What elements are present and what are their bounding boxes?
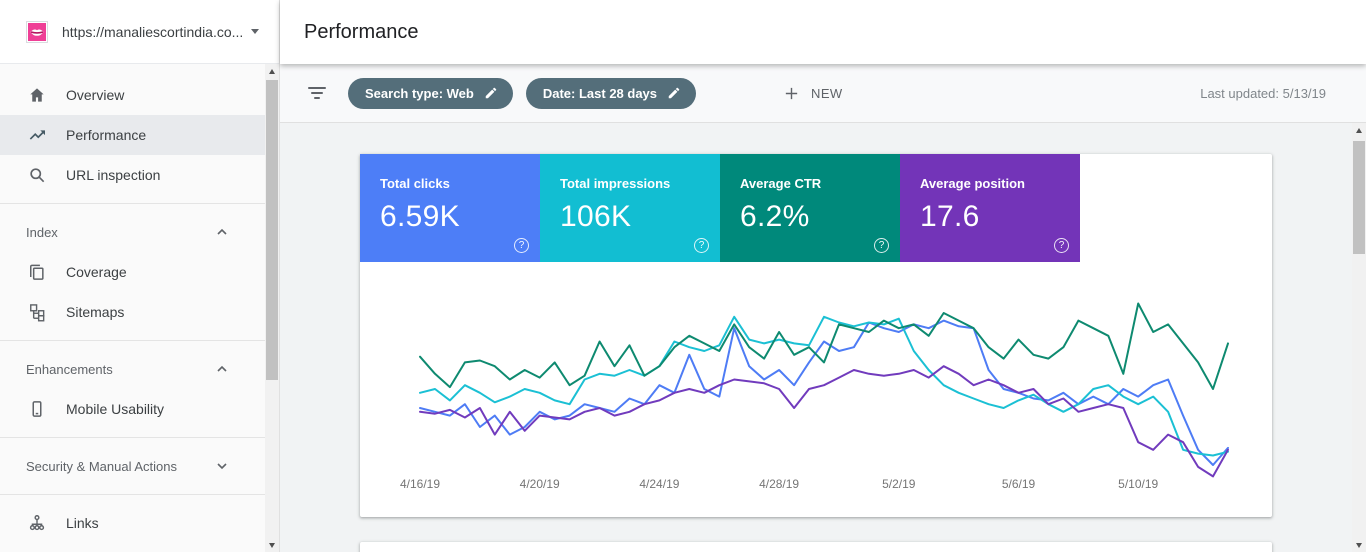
- property-dropdown-icon[interactable]: [251, 29, 259, 34]
- help-icon[interactable]: ?: [694, 238, 709, 253]
- edit-pencil-icon[interactable]: [484, 86, 498, 100]
- tile-label: Total clicks: [380, 176, 450, 191]
- chevron-up-icon: [217, 365, 227, 372]
- help-icon[interactable]: ?: [1054, 238, 1069, 253]
- scroll-up-arrow-icon[interactable]: [265, 64, 279, 78]
- tile-value: 6.2%: [740, 200, 810, 233]
- tile-value: 6.59K: [380, 200, 460, 233]
- main-area: Performance Search type: Web Date: Last …: [280, 0, 1366, 552]
- tile-label: Average position: [920, 176, 1025, 191]
- dimensions-card-partial: [360, 542, 1272, 552]
- scroll-down-arrow-icon[interactable]: [265, 538, 279, 552]
- tile-value: 17.6: [920, 200, 980, 233]
- content-area: Total clicks 6.59K ? Total impressions 1…: [280, 123, 1366, 552]
- sidebar-item-label: Overview: [66, 87, 125, 103]
- scroll-down-arrow-icon[interactable]: [1352, 538, 1366, 552]
- last-updated-text: Last updated: 5/13/19: [1200, 85, 1326, 101]
- sidebar-item-url-inspection[interactable]: URL inspection: [0, 155, 265, 195]
- tile-total-clicks[interactable]: Total clicks 6.59K ?: [360, 154, 540, 262]
- sidebar-scrollbar[interactable]: [265, 64, 279, 552]
- svg-text:4/24/19: 4/24/19: [639, 477, 679, 491]
- sidebar-nav: Overview Performance URL inspection: [0, 64, 265, 552]
- chevron-down-icon: [217, 463, 227, 470]
- svg-text:5/10/19: 5/10/19: [1118, 477, 1158, 491]
- new-button-label: NEW: [811, 85, 843, 101]
- property-selector[interactable]: https://manaliescortindia.co...: [0, 0, 279, 64]
- page-title: Performance: [304, 20, 419, 43]
- sidebar-item-links[interactable]: Links: [0, 503, 265, 543]
- sidebar-divider: [0, 437, 265, 438]
- edit-pencil-icon[interactable]: [667, 86, 681, 100]
- help-icon[interactable]: ?: [874, 238, 889, 253]
- sidebar-section-security[interactable]: Security & Manual Actions: [0, 446, 265, 486]
- chart-area[interactable]: 4/16/19 4/20/19 4/24/19 4/28/19 5/2/19 5/6/19…: [360, 262, 1272, 517]
- metric-tiles: Total clicks 6.59K ? Total impressions 1…: [360, 154, 1272, 262]
- svg-text:4/16/19: 4/16/19: [400, 477, 440, 491]
- tile-average-ctr[interactable]: Average CTR 6.2% ?: [720, 154, 900, 262]
- sidebar-section-enhancements[interactable]: Enhancements: [0, 349, 265, 389]
- performance-summary-card: Total clicks 6.59K ? Total impressions 1…: [360, 154, 1272, 517]
- tile-total-impressions[interactable]: Total impressions 106K ?: [540, 154, 720, 262]
- sidebar-body: Overview Performance URL inspection: [0, 64, 279, 552]
- tile-average-position[interactable]: Average position 17.6 ?: [900, 154, 1080, 262]
- sidebar-item-coverage[interactable]: Coverage: [0, 252, 265, 292]
- svg-text:4/28/19: 4/28/19: [759, 477, 799, 491]
- sidebar-section-index[interactable]: Index: [0, 212, 265, 252]
- search-icon: [27, 165, 47, 185]
- performance-chart[interactable]: 4/16/19 4/20/19 4/24/19 4/28/19 5/2/19 5/6/19…: [360, 262, 1272, 517]
- scroll-up-arrow-icon[interactable]: [1352, 123, 1366, 137]
- tile-label: Average CTR: [740, 176, 822, 191]
- chevron-up-icon: [217, 228, 227, 235]
- sidebar-item-mobile-usability[interactable]: Mobile Usability: [0, 389, 265, 429]
- home-icon: [27, 85, 47, 105]
- pages-icon: [27, 262, 47, 282]
- property-url: https://manaliescortindia.co...: [62, 23, 243, 40]
- date-range-chip[interactable]: Date: Last 28 days: [525, 77, 697, 109]
- sidebar-item-overview[interactable]: Overview: [0, 75, 265, 115]
- help-icon[interactable]: ?: [514, 238, 529, 253]
- sidebar-item-label: Sitemaps: [66, 304, 125, 320]
- sidebar-divider: [0, 494, 265, 495]
- sidebar-divider: [0, 340, 265, 341]
- main-scrollbar[interactable]: [1352, 123, 1366, 552]
- sidebar-item-label: URL inspection: [66, 167, 161, 183]
- svg-text:4/20/19: 4/20/19: [520, 477, 560, 491]
- main-scrollbar-thumb[interactable]: [1353, 141, 1365, 254]
- sidebar-item-performance[interactable]: Performance: [0, 115, 265, 155]
- tile-value: 106K: [560, 200, 632, 233]
- sidebar-item-label: Performance: [66, 127, 147, 143]
- lips-favicon-icon: [28, 22, 46, 41]
- sitemap-tree-icon: [27, 302, 47, 322]
- links-tree-icon: [27, 513, 47, 533]
- filter-bar: Search type: Web Date: Last 28 days NEW …: [280, 64, 1366, 123]
- plus-icon: [785, 87, 798, 99]
- sidebar-item-label: Links: [66, 515, 99, 531]
- main-header: Performance: [280, 0, 1366, 64]
- sidebar-item-label: Mobile Usability: [66, 401, 165, 417]
- sidebar: https://manaliescortindia.co... Overview…: [0, 0, 280, 552]
- new-filter-button[interactable]: NEW: [783, 85, 843, 102]
- svg-text:5/6/19: 5/6/19: [1002, 477, 1036, 491]
- filter-list-icon: [308, 87, 326, 99]
- sidebar-item-sitemaps[interactable]: Sitemaps: [0, 292, 265, 332]
- sidebar-divider: [0, 203, 265, 204]
- cards-column: Total clicks 6.59K ? Total impressions 1…: [280, 123, 1352, 552]
- section-label: Security & Manual Actions: [26, 458, 178, 474]
- chip-label: Search type: Web: [365, 85, 474, 101]
- trending-up-icon: [27, 125, 47, 145]
- section-label: Enhancements: [26, 361, 113, 377]
- tile-label: Total impressions: [560, 176, 671, 191]
- search-type-chip[interactable]: Search type: Web: [348, 77, 513, 109]
- chip-label: Date: Last 28 days: [542, 85, 658, 101]
- sidebar-item-label: Coverage: [66, 264, 127, 280]
- smartphone-icon: [27, 399, 47, 419]
- property-favicon: [26, 20, 48, 43]
- sidebar-scrollbar-thumb[interactable]: [266, 80, 278, 380]
- section-label: Index: [26, 224, 58, 240]
- svg-text:5/2/19: 5/2/19: [882, 477, 916, 491]
